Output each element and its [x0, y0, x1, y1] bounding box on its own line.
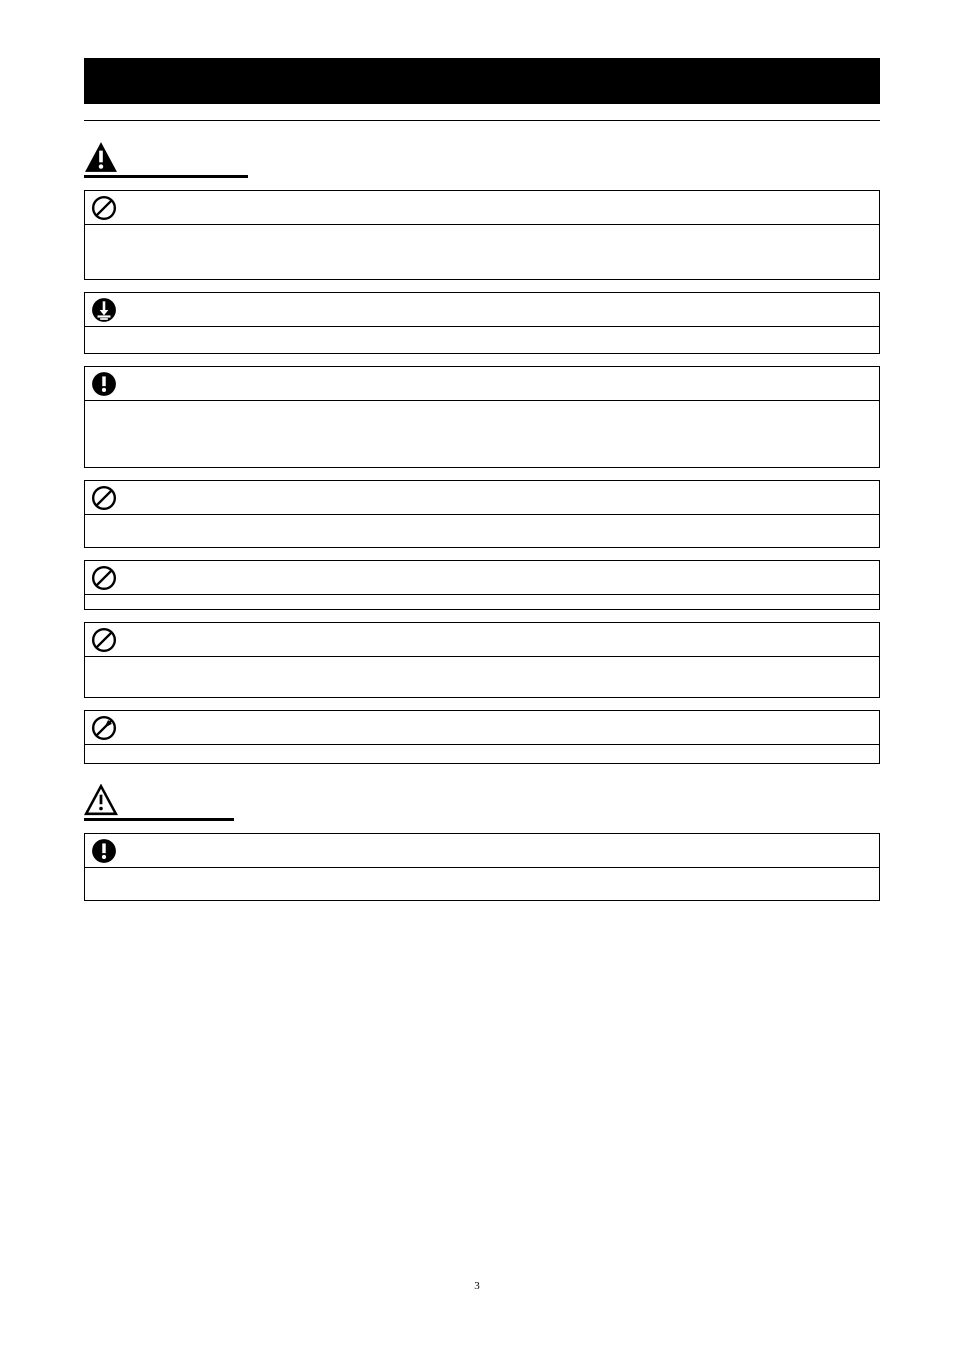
warning-box-3-head: [85, 367, 879, 401]
caution-box-1-body: [85, 868, 879, 900]
warning-box-4-head: [85, 481, 879, 515]
title-bar: [84, 58, 880, 104]
warning-box-7: [84, 710, 880, 764]
warning-box-7-head: [85, 711, 879, 745]
caution-outline-triangle-icon: [84, 784, 118, 816]
prohibit-icon: [91, 565, 117, 591]
warning-box-1-body: [85, 225, 879, 279]
horizontal-rule: [84, 120, 880, 121]
warning-filled-triangle-icon: [84, 141, 118, 173]
caution-section-header: [84, 784, 234, 821]
warning-box-5-body: [85, 595, 879, 609]
warning-section-header: [84, 141, 248, 178]
prohibit-icon: [91, 627, 117, 653]
no-disassemble-icon: [91, 715, 117, 741]
warning-box-7-body: [85, 745, 879, 763]
warning-box-2-head: [85, 293, 879, 327]
caution-box-1: [84, 833, 880, 901]
warning-box-4-body: [85, 515, 879, 547]
exclaim-circle-icon: [91, 838, 117, 864]
warning-box-6-body: [85, 657, 879, 697]
warning-box-2: [84, 292, 880, 354]
prohibit-icon: [91, 485, 117, 511]
warning-box-3: [84, 366, 880, 468]
warning-box-4: [84, 480, 880, 548]
warning-box-5-head: [85, 561, 879, 595]
exclaim-circle-icon: [91, 371, 117, 397]
page-number: 3: [0, 1280, 954, 1292]
warning-box-1-head: [85, 191, 879, 225]
warning-box-6: [84, 622, 880, 698]
warning-box-2-body: [85, 327, 879, 353]
warning-box-1: [84, 190, 880, 280]
ground-icon: [91, 297, 117, 323]
warning-box-3-body: [85, 401, 879, 467]
prohibit-icon: [91, 195, 117, 221]
warning-box-6-head: [85, 623, 879, 657]
caution-box-1-head: [85, 834, 879, 868]
warning-box-5: [84, 560, 880, 610]
